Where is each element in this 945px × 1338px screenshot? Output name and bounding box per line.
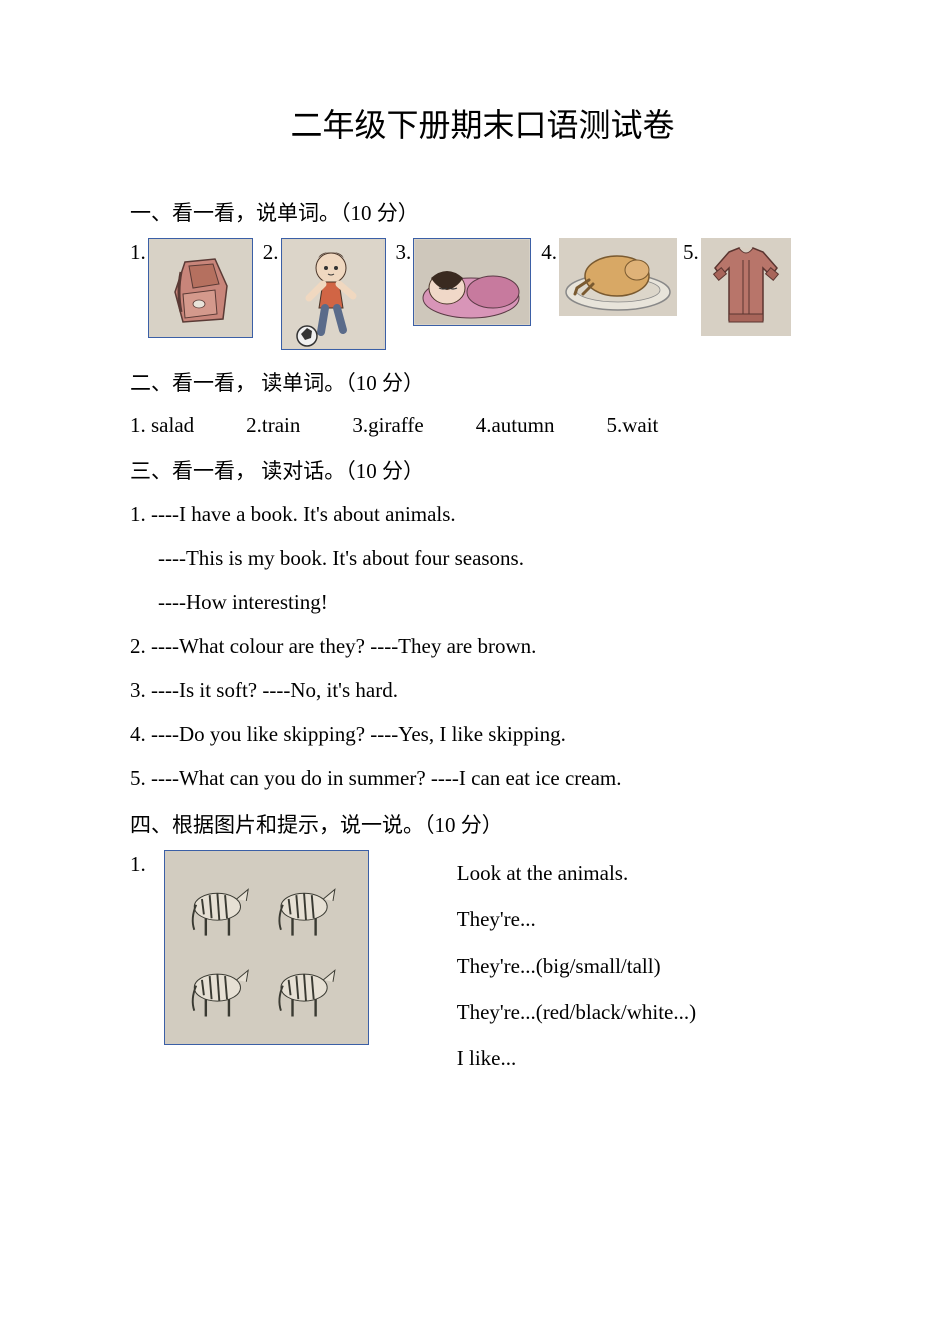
girl-sleeping-icon [413, 238, 531, 326]
page-title: 二年级下册期末口语测试卷 [130, 100, 835, 146]
boy-football-icon [281, 238, 386, 350]
section3-heading: 三、看一看， 读对话。（10 分） [130, 452, 835, 492]
section1-pictures: 1. 2. [130, 238, 835, 350]
word-3: 3.giraffe [352, 404, 423, 446]
pic-num-5: 5. [683, 238, 699, 265]
pic-item-3: 3. [396, 238, 532, 326]
prompt-3: They're...(big/small/tall) [457, 943, 696, 989]
section4-prompts: Look at the animals. They're... They're.… [457, 850, 696, 1081]
pic-item-5: 5. [683, 238, 791, 336]
prompt-2: They're... [457, 896, 696, 942]
section4-item: 1. [130, 850, 835, 1081]
dialog-1-line-2: ----This is my book. It's about four sea… [130, 536, 835, 580]
pic-item-1: 1. [130, 238, 253, 338]
section1-heading: 一、看一看，说单词。（10 分） [130, 194, 835, 234]
dialog-4: 4. ----Do you like skipping? ----Yes, I … [130, 712, 835, 756]
word-2: 2.train [246, 404, 300, 446]
section2-heading: 二、看一看， 读单词。（10 分） [130, 364, 835, 404]
dialog-5: 5. ----What can you do in summer? ----I … [130, 756, 835, 800]
chicken-plate-icon [559, 238, 677, 316]
pic-num-4: 4. [541, 238, 557, 265]
pic-item-2: 2. [263, 238, 386, 350]
word-4: 4.autumn [476, 404, 555, 446]
section4-heading: 四、根据图片和提示，说一说。（10 分） [130, 806, 835, 846]
pic-num-3: 3. [396, 238, 412, 265]
prompt-1: Look at the animals. [457, 850, 696, 896]
section4-num: 1. [130, 850, 146, 877]
pic-num-2: 2. [263, 238, 279, 265]
backpack-icon [148, 238, 253, 338]
prompt-4: They're...(red/black/white...) [457, 989, 696, 1035]
pic-item-4: 4. [541, 238, 677, 316]
pic-num-1: 1. [130, 238, 146, 265]
prompt-5: I like... [457, 1035, 696, 1081]
dialog-1-line-1: 1. ----I have a book. It's about animals… [130, 492, 835, 536]
dialog-2: 2. ----What colour are they? ----They ar… [130, 624, 835, 668]
section2-words: 1. salad 2.train 3.giraffe 4.autumn 5.wa… [130, 404, 835, 446]
word-5: 5.wait [606, 404, 658, 446]
sweater-icon [701, 238, 791, 336]
dialog-3: 3. ----Is it soft? ----No, it's hard. [130, 668, 835, 712]
zebras-icon [164, 850, 369, 1045]
word-1: 1. salad [130, 404, 194, 446]
dialog-1-line-3: ----How interesting! [130, 580, 835, 624]
